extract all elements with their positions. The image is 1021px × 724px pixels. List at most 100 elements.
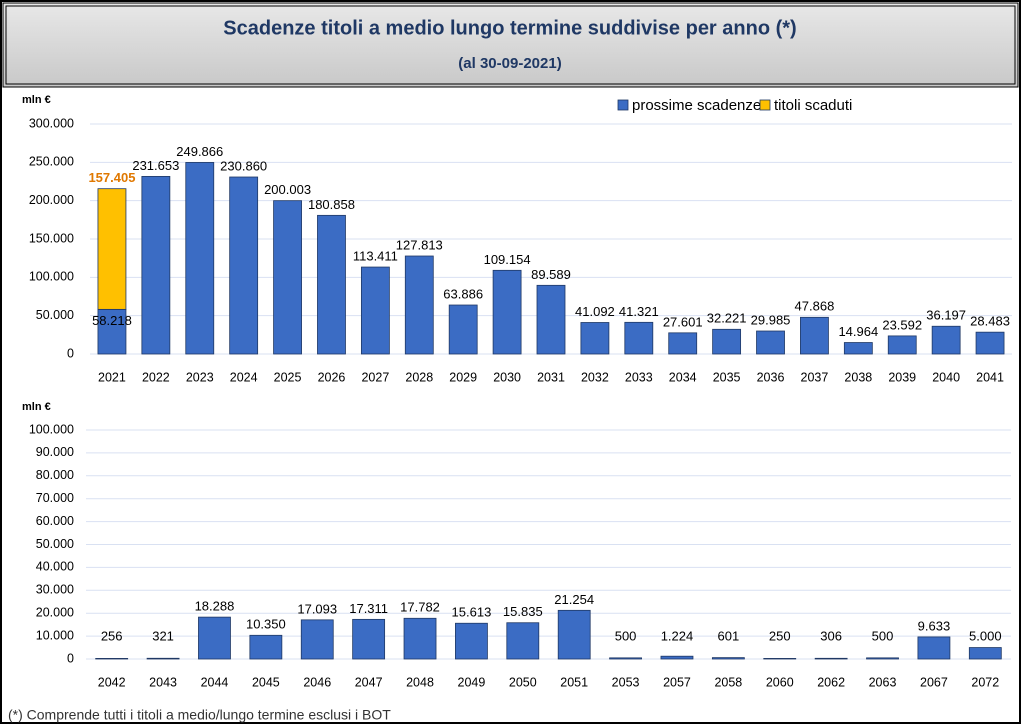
page-subtitle: (al 30-09-2021): [458, 55, 561, 72]
bar: [763, 658, 797, 660]
data-label: 23.592: [882, 317, 922, 332]
x-tick-label: 2025: [274, 370, 302, 384]
bar: [866, 657, 899, 660]
legend-swatch: [759, 99, 771, 111]
x-tick-label: 2040: [932, 370, 960, 384]
x-tick-label: 2043: [149, 675, 177, 689]
bar: [506, 622, 540, 660]
bar: [712, 328, 742, 355]
x-tick-label: 2033: [625, 370, 653, 384]
legend-swatch: [617, 99, 629, 111]
x-tick-label: 2047: [355, 675, 383, 689]
x-tick-label: 2072: [971, 675, 999, 689]
x-tick-label: 2021: [98, 370, 126, 384]
data-label: 113.411: [353, 248, 398, 263]
x-tick-label: 2058: [714, 675, 742, 689]
x-tick-label: 2029: [449, 370, 477, 384]
data-label: 231.653: [132, 158, 179, 173]
x-tick-label: 2048: [406, 675, 434, 689]
bar: [968, 647, 1002, 660]
bar: [580, 322, 610, 355]
bar: [756, 330, 785, 355]
bar: [668, 332, 698, 355]
x-tick-label: 2044: [201, 675, 229, 689]
data-label: 9.633: [918, 618, 951, 633]
data-label: 306: [820, 628, 842, 643]
data-label: 127.813: [396, 237, 443, 252]
y-tick-label: 50.000: [36, 537, 74, 551]
x-tick-label: 2028: [405, 370, 433, 384]
bar: [843, 342, 873, 355]
y-tick-label: 100.000: [29, 270, 74, 284]
x-tick-label: 2063: [869, 675, 897, 689]
bar: [557, 609, 591, 660]
bar: [404, 255, 434, 355]
y-tick-label: 90.000: [36, 445, 74, 459]
y-tick-label: 250.000: [29, 155, 74, 169]
x-tick-label: 2042: [98, 675, 126, 689]
bar: [455, 622, 488, 660]
x-tick-label: 2060: [766, 675, 794, 689]
data-label: 15.613: [452, 605, 492, 620]
bar: [492, 269, 522, 355]
data-label: 41.092: [575, 304, 615, 319]
y-tick-label: 200.000: [29, 193, 74, 207]
y-tick-label: 50.000: [36, 308, 74, 322]
data-label: 18.288: [195, 599, 235, 614]
bar: [609, 657, 642, 660]
data-label: 10.350: [246, 617, 286, 632]
data-label: 1.224: [661, 628, 694, 643]
bar: [624, 321, 654, 355]
y-tick-label: 150.000: [29, 231, 74, 245]
legend-label: prossime scadenze: [632, 97, 761, 114]
x-tick-label: 2039: [888, 370, 916, 384]
x-tick-label: 2036: [757, 370, 785, 384]
data-label: 109.154: [484, 252, 531, 267]
bar: [97, 188, 127, 310]
data-label: 5.000: [969, 628, 1002, 643]
y-tick-label: 60.000: [36, 514, 74, 528]
bar: [931, 325, 961, 355]
bar: [185, 162, 215, 355]
data-label: 17.782: [400, 600, 440, 615]
y-tick-label: 0: [67, 651, 74, 665]
bar: [536, 284, 566, 355]
bar: [448, 304, 478, 355]
x-tick-label: 2032: [581, 370, 609, 384]
y-tick-label: 40.000: [36, 560, 74, 574]
data-label: 21.254: [554, 592, 594, 607]
data-label: 250: [769, 628, 791, 643]
x-tick-label: 2041: [976, 370, 1004, 384]
bar: [146, 657, 180, 660]
x-tick-label: 2026: [318, 370, 346, 384]
data-label: 256: [101, 628, 123, 643]
y-tick-label: 0: [67, 346, 74, 360]
y-tick-label: 10.000: [36, 628, 74, 642]
bar: [711, 657, 745, 660]
footnote: (*) Comprende tutti i titoli a medio/lun…: [8, 707, 391, 723]
bar: [887, 335, 917, 355]
bar: [229, 176, 259, 355]
data-label: 601: [718, 628, 740, 643]
bar: [300, 619, 334, 660]
header-inner-border: [5, 5, 1016, 85]
y-tick-label: 30.000: [36, 583, 74, 597]
y-tick-label: 80.000: [36, 468, 74, 482]
bar: [95, 658, 129, 660]
data-label: 27.601: [663, 314, 703, 329]
data-label: 321: [152, 628, 174, 643]
x-tick-label: 2030: [493, 370, 521, 384]
x-tick-label: 2051: [560, 675, 588, 689]
x-tick-label: 2046: [303, 675, 331, 689]
data-label: 63.886: [443, 286, 483, 301]
bar: [317, 214, 346, 355]
bar: [814, 657, 848, 660]
y-tick-label: 20.000: [36, 605, 74, 619]
data-label: 249.866: [176, 144, 223, 159]
data-label: 180.858: [308, 197, 355, 212]
data-label: 157.405: [88, 170, 135, 185]
data-label: 17.093: [297, 601, 337, 616]
data-label: 58.218: [92, 313, 132, 328]
x-tick-label: 2022: [142, 370, 170, 384]
